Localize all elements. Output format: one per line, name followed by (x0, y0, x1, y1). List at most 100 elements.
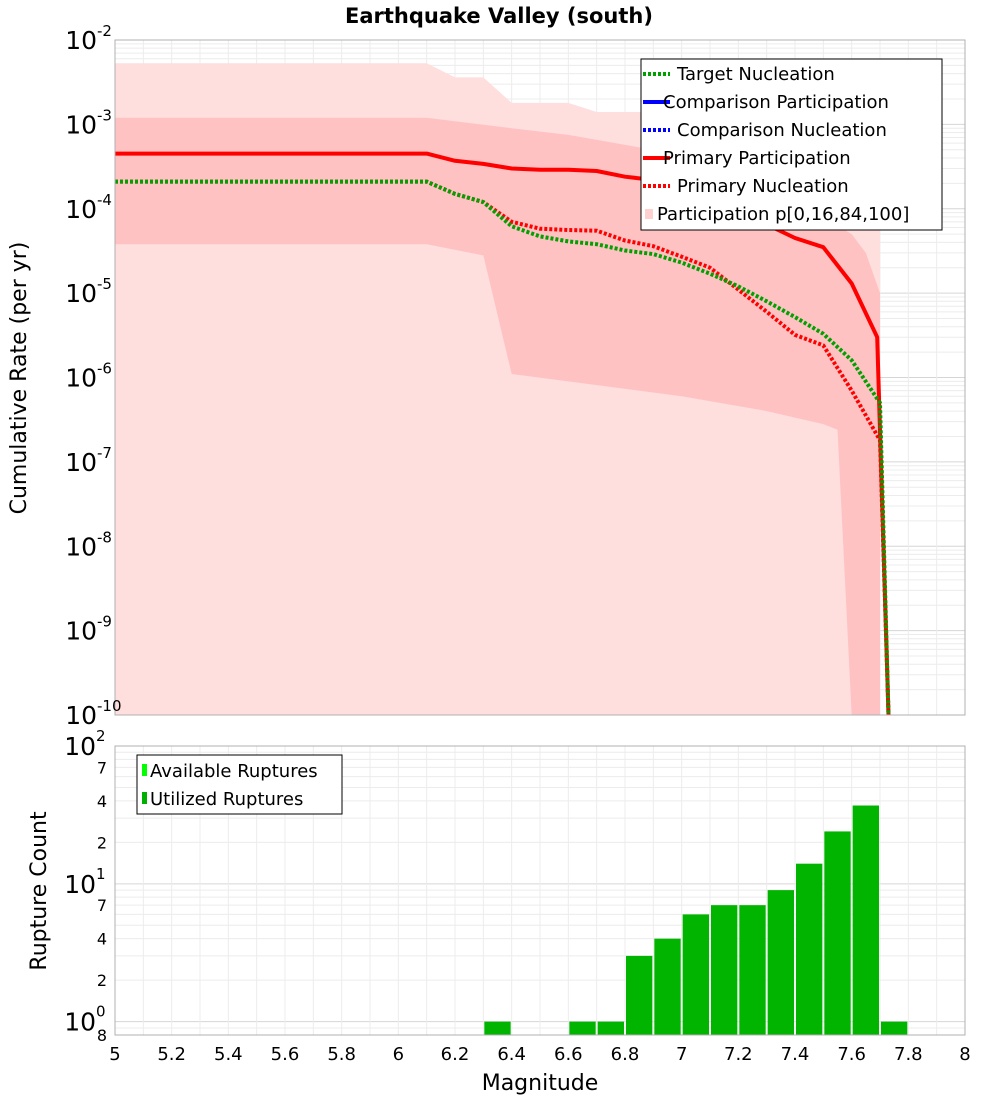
tick-exponent: -6 (97, 360, 112, 378)
y-tick-label: 10 -2 (65, 22, 112, 55)
y-tick-label: 4 (97, 930, 107, 949)
bottom-grid (114, 745, 966, 1036)
x-tick-label: 6.8 (611, 1044, 640, 1065)
tick-base: 10 (65, 279, 97, 308)
tick-base: 10 (65, 701, 97, 730)
legend-label: Participation p[0,16,84,100] (657, 204, 909, 225)
tick-base: 10 (64, 1008, 96, 1037)
legend-swatch (142, 792, 147, 804)
bar (881, 1021, 908, 1035)
y-tick-label: 10 -10 (65, 697, 121, 730)
y-tick-label: 10 -5 (65, 275, 112, 308)
legend-item: Primary Nucleation (643, 176, 849, 197)
legend-item: Utilized Ruptures (142, 789, 303, 810)
rupture-bars (484, 805, 908, 1035)
legend-swatch (142, 764, 147, 776)
x-tick-label: 6.6 (554, 1044, 583, 1065)
top-y-tick-labels: 10-210-310-410-510-610-710-810-910-10 (65, 22, 121, 730)
tick-exponent: -5 (97, 275, 112, 293)
y-major-tick-label: 10 1 (64, 865, 105, 899)
tick-base: 10 (64, 870, 96, 899)
bar (739, 905, 766, 1035)
tick-base: 10 (64, 732, 96, 761)
tick-exponent: -4 (97, 191, 112, 209)
bottom-plot-frame (114, 745, 966, 1036)
y-tick-label: 10 -7 (65, 444, 112, 477)
x-tick-label: 5.6 (271, 1044, 300, 1065)
legend-label: Target Nucleation (676, 64, 835, 85)
x-tick-label: 7.4 (781, 1044, 810, 1065)
x-tick-label: 8 (959, 1044, 970, 1065)
legend-label: Available Ruptures (150, 761, 318, 782)
tick-base: 10 (65, 532, 97, 561)
y-tick-label: 7 (97, 896, 107, 915)
bottom-y-axis-label: Rupture Count (27, 811, 52, 971)
bar (852, 805, 879, 1035)
chart-title: Earthquake Valley (south) (345, 4, 653, 28)
y-tick-label: 2 (97, 833, 107, 852)
y-major-tick-label: 10 0 (64, 1003, 105, 1037)
bar (824, 831, 851, 1035)
bar (796, 863, 823, 1035)
tick-exponent: -2 (97, 22, 112, 40)
legend-label: Primary Participation (663, 148, 851, 169)
tick-exponent: -10 (97, 697, 122, 715)
y-tick-label: 10 -6 (65, 360, 112, 393)
y-tick-label: 2 (97, 971, 107, 990)
bar (682, 914, 709, 1035)
x-tick-label: 7.8 (894, 1044, 923, 1065)
tick-exponent: -9 (97, 613, 112, 631)
y-tick-label: 10 -8 (65, 528, 112, 561)
y-tick-label: 8 (97, 1026, 107, 1045)
tick-exponent: -3 (97, 106, 112, 124)
top-plot-frame (114, 39, 966, 716)
x-tick-label: 5 (109, 1044, 120, 1065)
legend-swatch (645, 209, 653, 219)
top-legend: Target Nucleation Comparison Participatio… (640, 58, 943, 231)
legend-label: Comparison Participation (663, 92, 889, 113)
bar (654, 938, 681, 1035)
legend-item: Primary Participation (643, 148, 851, 169)
bar (484, 1021, 511, 1035)
bottom-legend: Available Ruptures Utilized Ruptures (136, 754, 343, 815)
x-tick-label: 7.2 (724, 1044, 753, 1065)
x-tick-labels: 5 5.2 5.4 5.6 5.8 6 6.2 6.4 6.6 6.8 7 7.2 7.4 7.6 7.8 8 (109, 1044, 970, 1065)
bar (569, 1021, 596, 1035)
bar (626, 955, 653, 1035)
x-tick-label: 6 (393, 1044, 404, 1065)
tick-exponent: 2 (96, 727, 106, 745)
tick-base: 10 (65, 364, 97, 393)
x-axis-label: Magnitude (482, 1071, 599, 1096)
series-line-target-nucleation (115, 179, 891, 716)
top-legend-box (640, 58, 943, 231)
x-tick-label: 5.2 (157, 1044, 186, 1065)
x-tick-label: 7 (676, 1044, 687, 1065)
legend-label: Primary Nucleation (677, 176, 849, 197)
tick-exponent: -8 (97, 528, 112, 546)
top-y-axis-label: Cumulative Rate (per yr) (7, 242, 32, 515)
tick-base: 10 (65, 110, 97, 139)
y-tick-label: 10 -9 (65, 613, 112, 646)
x-tick-label: 6.2 (441, 1044, 470, 1065)
x-tick-label: 5.8 (327, 1044, 356, 1065)
tick-exponent: 0 (96, 1003, 106, 1021)
x-tick-label: 5.4 (214, 1044, 243, 1065)
y-tick-label: 10 -4 (65, 191, 112, 224)
legend-label: Comparison Nucleation (677, 120, 887, 141)
x-tick-label: 7.6 (837, 1044, 866, 1065)
legend-item: Available Ruptures (142, 761, 318, 782)
bar (767, 890, 794, 1035)
bar (711, 905, 738, 1035)
legend-item: Comparison Nucleation (643, 120, 887, 141)
bar (597, 1021, 624, 1035)
x-tick-label: 6.4 (497, 1044, 526, 1065)
y-tick-label: 4 (97, 792, 107, 811)
cumulative-rate-chart: Earthquake Valley (south) 10-210-310-410… (7, 4, 966, 730)
legend-item: Comparison Participation (643, 92, 889, 113)
tick-base: 10 (65, 448, 97, 477)
y-major-tick-label: 10 2 (64, 727, 105, 761)
legend-item: Target Nucleation (643, 64, 835, 85)
tick-exponent: -7 (97, 444, 112, 462)
